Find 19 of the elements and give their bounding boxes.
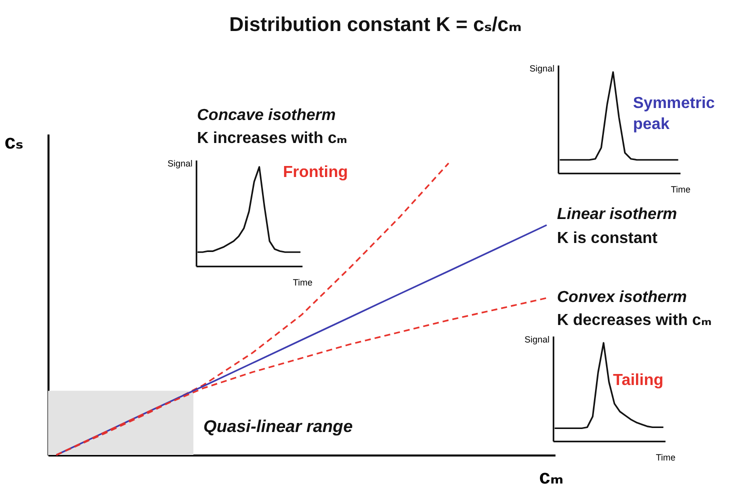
text: K decreases with cₘ bbox=[557, 312, 712, 329]
y-axis-title: Signal bbox=[167, 158, 192, 168]
annotation: Tailing bbox=[613, 372, 664, 389]
y-axis-title: Signal bbox=[524, 334, 550, 344]
annotation: Fronting bbox=[283, 164, 348, 181]
band-label: Quasi-linear range bbox=[203, 417, 353, 436]
x-axis-title: cₘ bbox=[539, 466, 564, 486]
text: K increases with cₘ bbox=[197, 130, 348, 147]
text: K is constant bbox=[557, 230, 658, 247]
annotation: Symmetric peak bbox=[633, 95, 715, 133]
x-axis-title: Time bbox=[292, 278, 312, 288]
y-axis-title: cₛ bbox=[4, 132, 24, 154]
x-axis-title: Time bbox=[656, 452, 676, 462]
text: Linear isotherm bbox=[557, 206, 678, 223]
x-axis-title: Time bbox=[670, 184, 690, 194]
y-axis-title: Signal bbox=[529, 64, 554, 74]
chart-title: Distribution constant K = cₛ/cₘ bbox=[229, 14, 522, 36]
text: Concave isotherm bbox=[197, 107, 336, 124]
text: Convex isotherm bbox=[557, 289, 687, 306]
